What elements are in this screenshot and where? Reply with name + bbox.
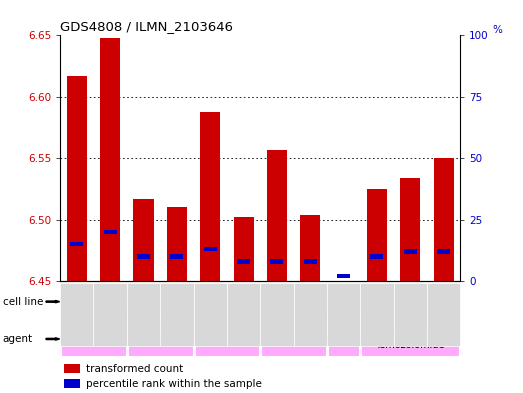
- Text: percentile rank within the sample: percentile rank within the sample: [86, 379, 262, 389]
- Bar: [237, 259, 250, 264]
- Text: none: none: [214, 334, 239, 344]
- Bar: [370, 254, 383, 259]
- Bar: [404, 249, 417, 254]
- Bar: [195, 288, 459, 315]
- Text: DBTRG: DBTRG: [107, 297, 146, 307]
- Bar: [400, 178, 420, 281]
- Bar: [267, 150, 287, 281]
- Text: cell line: cell line: [3, 297, 43, 307]
- Bar: [434, 158, 453, 281]
- Bar: [64, 364, 80, 373]
- Bar: [200, 112, 220, 281]
- Text: GDS4808 / ILMN_2103646: GDS4808 / ILMN_2103646: [60, 20, 233, 33]
- Bar: [61, 288, 192, 315]
- Bar: [304, 259, 317, 264]
- Text: %: %: [492, 26, 502, 35]
- Bar: [195, 322, 259, 356]
- Bar: [367, 189, 387, 281]
- Text: agent: agent: [3, 334, 33, 344]
- Text: Y15 and
Temozolomide: Y15 and Temozolomide: [376, 328, 445, 350]
- Bar: [104, 230, 117, 234]
- Bar: [61, 322, 126, 356]
- Bar: [167, 208, 187, 281]
- Text: Temozolomide: Temozolomide: [309, 334, 378, 344]
- Text: U87: U87: [316, 297, 338, 307]
- Bar: [100, 38, 120, 281]
- Bar: [170, 254, 184, 259]
- Bar: [67, 76, 87, 281]
- Bar: [300, 215, 320, 281]
- Bar: [70, 242, 83, 246]
- Bar: [270, 259, 283, 264]
- Bar: [133, 199, 154, 281]
- Bar: [437, 249, 450, 254]
- Bar: [261, 322, 326, 356]
- Text: none: none: [81, 334, 106, 344]
- Bar: [328, 322, 359, 356]
- Text: Y15: Y15: [285, 334, 303, 344]
- Text: Y15: Y15: [151, 334, 169, 344]
- Bar: [128, 322, 192, 356]
- Bar: [203, 247, 217, 251]
- Text: transformed count: transformed count: [86, 364, 184, 374]
- Bar: [233, 217, 254, 281]
- Bar: [137, 254, 150, 259]
- Bar: [361, 322, 459, 356]
- Bar: [64, 379, 80, 388]
- Bar: [337, 274, 350, 278]
